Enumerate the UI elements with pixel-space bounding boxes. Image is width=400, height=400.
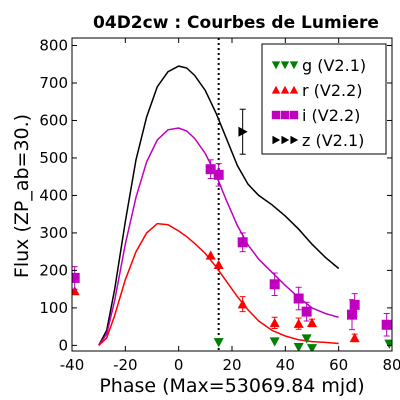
data-point [237, 299, 248, 309]
data-point [213, 338, 224, 348]
data-point [347, 309, 357, 320]
data-point [293, 343, 304, 351]
legend-marker [280, 61, 290, 70]
legend-marker [271, 110, 281, 120]
data-point [269, 337, 280, 347]
legend-marker [290, 135, 299, 145]
model-curve [98, 222, 339, 346]
data-point [381, 319, 392, 330]
data-point [301, 306, 312, 317]
x-tick-label: -40 [60, 356, 85, 374]
legend-marker [289, 61, 299, 70]
legend-marker [271, 61, 281, 70]
legend-marker [280, 110, 290, 120]
y-tick-label: 0 [58, 336, 68, 354]
data-point [205, 164, 216, 175]
y-axis-label: Flux (ZP_ab=30.) [11, 114, 33, 278]
legend-label: z (V2.1) [302, 131, 364, 150]
data-point [238, 126, 248, 137]
legend-marker [289, 110, 299, 120]
model-curve [98, 65, 340, 346]
data-point [213, 169, 224, 180]
data-point [269, 279, 280, 290]
data-point [307, 344, 317, 351]
data-point [349, 332, 360, 343]
legend-marker [281, 135, 290, 145]
y-tick-label: 400 [39, 186, 68, 204]
y-tick-label: 600 [39, 111, 68, 129]
model-curve [98, 127, 339, 346]
data-point [384, 339, 392, 349]
y-tick-label: 800 [39, 36, 68, 54]
x-tick-label: 60 [329, 356, 348, 374]
data-point [72, 286, 80, 296]
data-point [269, 317, 280, 328]
model-curves [98, 38, 340, 351]
data-point [293, 293, 304, 304]
data-point [237, 237, 248, 248]
legend: g (V2.1) r (V2.2) i (V2.2) z (V2.1) [261, 43, 387, 155]
x-tick-label: 0 [174, 356, 184, 374]
data-point [213, 259, 224, 270]
plot-frame [71, 37, 393, 352]
data-point [205, 250, 216, 260]
y-tick-label: 200 [39, 261, 68, 279]
y-tick-label: 300 [39, 224, 68, 242]
legend-marker [271, 85, 281, 94]
data-point [72, 272, 80, 283]
data-points [72, 108, 392, 351]
chart-title: 04D2cw : Courbes de Lumiere [93, 13, 379, 33]
legend-label: i (V2.2) [302, 106, 360, 125]
legend-marker [272, 135, 281, 145]
legend-label: g (V2.1) [302, 56, 366, 75]
data-point [349, 299, 360, 310]
y-tick-label: 500 [39, 149, 68, 167]
y-tick-label: 700 [39, 74, 68, 92]
legend-label: r (V2.2) [302, 81, 363, 100]
data-point [307, 317, 317, 328]
x-tick-label: 20 [222, 356, 241, 374]
legend-marker [289, 85, 299, 94]
x-tick-label: -20 [113, 356, 138, 374]
data-point [301, 334, 312, 344]
data-point [293, 318, 304, 328]
x-tick-label: 80 [382, 356, 400, 374]
x-axis-label: Phase (Max=53069.84 mjd) [99, 375, 364, 397]
x-tick-label: 40 [276, 356, 295, 374]
legend-marker [280, 85, 290, 94]
y-tick-label: 100 [39, 299, 68, 317]
